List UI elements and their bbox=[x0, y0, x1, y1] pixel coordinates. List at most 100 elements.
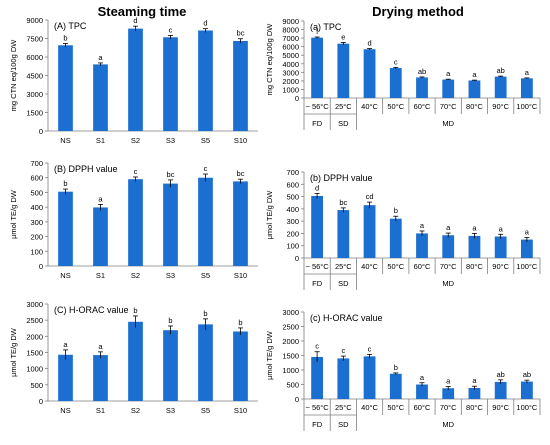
x-tick-label: 100°C bbox=[516, 102, 538, 111]
y-axis-label: μmol TE/g DW bbox=[9, 189, 18, 239]
y-axis-label: μmol TE/g DW bbox=[265, 190, 274, 240]
significance-letter: bc bbox=[339, 198, 347, 207]
x-tick-label: 100°C bbox=[516, 262, 538, 271]
y-tick-label: 700 bbox=[286, 168, 299, 177]
y-tick-label: 6000 bbox=[26, 53, 43, 62]
significance-letter: a bbox=[420, 221, 425, 230]
significance-letter: a bbox=[63, 340, 68, 349]
y-axis-label: μmol TE/g DW bbox=[265, 330, 274, 380]
bar bbox=[494, 236, 507, 258]
significance-letter: b bbox=[63, 33, 67, 42]
y-tick-label: 100 bbox=[286, 242, 299, 251]
y-tick-label: 500 bbox=[286, 381, 299, 390]
y-tick-label: 200 bbox=[286, 229, 299, 238]
x-tick-label: S5 bbox=[201, 136, 210, 145]
group-label: MD bbox=[442, 420, 454, 429]
x-tick-label: S3 bbox=[166, 406, 175, 415]
y-tick-label: 1000 bbox=[282, 366, 299, 375]
significance-letter: c bbox=[394, 57, 398, 66]
x-tick-label: 60°C bbox=[414, 102, 431, 111]
significance-letter: b bbox=[394, 206, 398, 215]
y-tick-label: 0 bbox=[295, 94, 299, 103]
y-tick-label: 3000 bbox=[26, 300, 43, 309]
x-tick-label: 25°C bbox=[335, 262, 352, 271]
bar bbox=[128, 321, 143, 401]
bar bbox=[198, 324, 213, 401]
y-tick-label: 700 bbox=[30, 159, 43, 168]
significance-letter: a bbox=[446, 377, 451, 386]
significance-letter: a bbox=[98, 342, 103, 351]
bar bbox=[93, 64, 108, 131]
x-tick-label: S10 bbox=[234, 406, 247, 415]
bar bbox=[494, 381, 507, 399]
y-tick-label: 2000 bbox=[26, 332, 43, 341]
y-axis-label: mg CTN eq/100g DW bbox=[265, 23, 274, 96]
x-tick-label: S1 bbox=[96, 271, 105, 280]
group-label: SD bbox=[338, 420, 349, 429]
significance-letter: a bbox=[98, 53, 103, 62]
y-tick-label: 500 bbox=[286, 193, 299, 202]
x-tick-label: 90°C bbox=[492, 102, 509, 111]
y-tick-label: 300 bbox=[286, 217, 299, 226]
bar bbox=[198, 30, 213, 131]
bar bbox=[163, 37, 178, 132]
y-tick-label: 0 bbox=[39, 127, 43, 136]
significance-letter: a bbox=[472, 376, 477, 385]
bar bbox=[363, 205, 376, 258]
x-tick-label: S10 bbox=[234, 271, 247, 280]
significance-letter: a bbox=[472, 70, 477, 79]
significance-letter: a bbox=[420, 373, 425, 382]
significance-letter: c bbox=[341, 346, 345, 355]
y-tick-label: 1500 bbox=[26, 109, 43, 118]
significance-letter: b bbox=[133, 306, 137, 315]
bar bbox=[58, 354, 73, 401]
bar bbox=[93, 207, 108, 266]
significance-letter: b bbox=[168, 316, 172, 325]
steaming-header: Steaming time bbox=[98, 4, 187, 19]
significance-letter: bc bbox=[237, 169, 245, 178]
x-tick-label: S2 bbox=[131, 406, 140, 415]
y-tick-label: 4500 bbox=[26, 72, 43, 81]
significance-letter: cd bbox=[366, 192, 374, 201]
x-tick-label: S1 bbox=[96, 136, 105, 145]
panel-title: (A) TPC bbox=[54, 21, 87, 31]
panel-title: (b) DPPH value bbox=[310, 173, 373, 183]
significance-letter: a bbox=[446, 223, 451, 232]
group-label: MD bbox=[442, 119, 454, 128]
x-tick-label: S2 bbox=[131, 136, 140, 145]
bar bbox=[58, 191, 73, 266]
significance-letter: a bbox=[499, 224, 504, 233]
y-tick-label: 3000 bbox=[282, 308, 299, 317]
group-label: FD bbox=[312, 279, 323, 288]
x-tick-label: 90°C bbox=[492, 262, 509, 271]
bar bbox=[520, 78, 533, 98]
bar bbox=[468, 235, 481, 258]
x-tick-label: 80°C bbox=[466, 403, 483, 412]
significance-letter: a bbox=[472, 223, 477, 232]
bar bbox=[233, 331, 248, 401]
bar bbox=[389, 68, 402, 98]
bar bbox=[198, 177, 213, 266]
x-tick-label: S3 bbox=[166, 136, 175, 145]
y-tick-label: 500 bbox=[30, 381, 43, 390]
x-tick-label: 90°C bbox=[492, 403, 509, 412]
significance-letter: a bbox=[525, 227, 530, 236]
group-label: FD bbox=[312, 119, 323, 128]
significance-letter: a bbox=[525, 68, 530, 77]
y-tick-label: 1000 bbox=[282, 85, 299, 94]
significance-letter: d bbox=[133, 16, 137, 25]
x-tick-label: 80°C bbox=[466, 262, 483, 271]
y-axis-label: mg CTN eq/100g DW bbox=[9, 39, 18, 112]
bar bbox=[337, 43, 350, 98]
bar bbox=[311, 37, 324, 98]
bar bbox=[311, 195, 324, 258]
x-tick-label: 70°C bbox=[440, 102, 457, 111]
y-tick-label: 7000 bbox=[282, 34, 299, 43]
y-tick-label: 600 bbox=[286, 180, 299, 189]
y-tick-label: 500 bbox=[30, 188, 43, 197]
y-tick-label: 3000 bbox=[26, 90, 43, 99]
bar bbox=[416, 233, 428, 258]
bar bbox=[389, 373, 402, 399]
